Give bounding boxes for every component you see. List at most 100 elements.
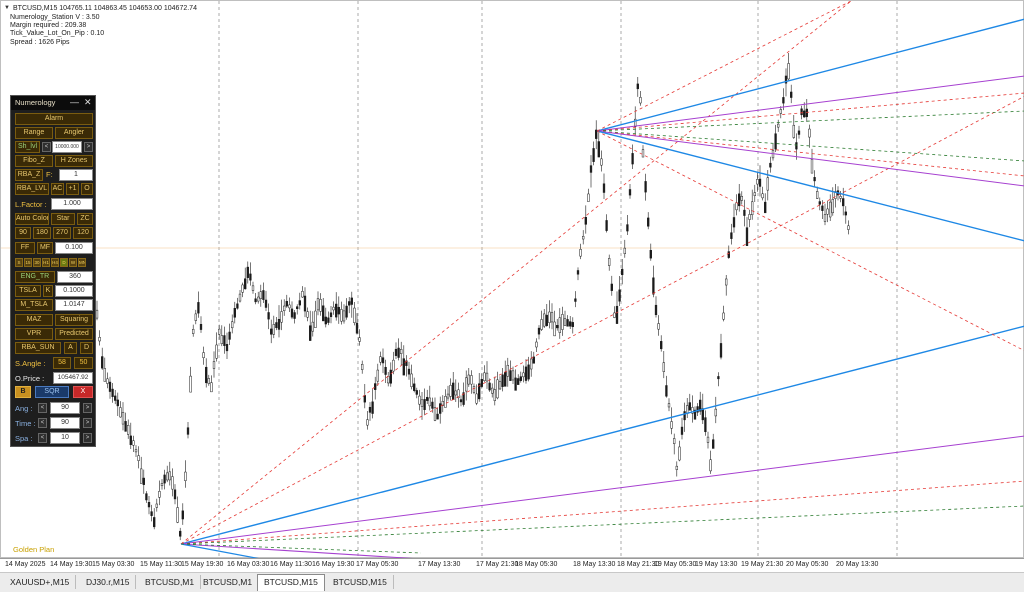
- chart-area[interactable]: ▼ BTCUSD,M15 104765.11 104863.45 104653.…: [0, 0, 1024, 559]
- a-button[interactable]: A: [64, 342, 77, 354]
- tf-s-button[interactable]: S: [15, 258, 23, 267]
- time-axis-label: 17 May 05:30: [356, 561, 399, 568]
- b-button[interactable]: B: [15, 386, 31, 398]
- tab-btcusd-m1[interactable]: BTCUSD,M1: [139, 575, 202, 589]
- sh-level-input[interactable]: 10000.000: [52, 141, 82, 153]
- candle-body: [491, 387, 494, 394]
- symbol-dropdown-icon[interactable]: ▼: [4, 5, 10, 11]
- o-price-input[interactable]: 105467.92: [53, 372, 93, 384]
- m-tsla-button[interactable]: M_TSLA: [15, 299, 53, 311]
- time-axis-label: 19 May 13:30: [695, 561, 738, 568]
- star-button[interactable]: Star: [51, 213, 75, 225]
- sh-lvl-button[interactable]: Sh_lvl: [15, 141, 40, 153]
- tf-d-button[interactable]: D: [60, 258, 68, 267]
- x-button[interactable]: X: [73, 386, 93, 398]
- ang-increase-button[interactable]: >: [83, 403, 92, 413]
- tf-15-button[interactable]: 15: [24, 258, 32, 267]
- auto-color-button[interactable]: Auto Color: [15, 213, 49, 225]
- candle-body: [600, 158, 603, 166]
- alarm-button[interactable]: Alarm: [15, 113, 93, 125]
- gann-line-purple-down: [180, 543, 422, 559]
- candle-body: [704, 417, 707, 433]
- zc-button[interactable]: ZC: [77, 213, 93, 225]
- tf-h4-button[interactable]: H4: [51, 258, 59, 267]
- angle-120-button[interactable]: 120: [73, 227, 93, 239]
- ff-button[interactable]: FF: [15, 242, 35, 254]
- tab-btcusd-m15[interactable]: BTCUSD,M15: [327, 575, 394, 589]
- spa-increase-button[interactable]: >: [83, 433, 92, 443]
- sqr-button[interactable]: SQR: [35, 386, 69, 398]
- candle-body: [267, 312, 270, 320]
- rba-z-button[interactable]: RBA_Z: [15, 169, 43, 181]
- candle-body: [540, 319, 543, 330]
- candle-body: [179, 530, 182, 537]
- rba-lvl-button[interactable]: RBA_LVL: [15, 183, 49, 195]
- l-factor-input[interactable]: 1.000: [51, 198, 93, 210]
- eng-tr-input[interactable]: 360: [57, 271, 93, 283]
- tab-btcusd-m15-active[interactable]: BTCUSD,M15: [257, 574, 325, 591]
- rba-sun-button[interactable]: RBA_SUN: [15, 342, 61, 354]
- mf-button[interactable]: MF: [37, 242, 53, 254]
- candle-body: [272, 324, 275, 335]
- candle-body: [587, 193, 590, 202]
- minimize-button[interactable]: —: [70, 97, 79, 107]
- candle-body: [197, 302, 200, 314]
- spa-input[interactable]: 10: [50, 432, 80, 444]
- time-input[interactable]: 90: [50, 417, 80, 429]
- close-button[interactable]: ✕: [84, 97, 92, 107]
- spa-decrease-button[interactable]: <: [38, 433, 47, 443]
- candle-body: [134, 449, 138, 453]
- ang-input[interactable]: 90: [50, 402, 80, 414]
- fibo-z-button[interactable]: Fibo_Z: [15, 155, 53, 167]
- tf-w-button[interactable]: W: [69, 258, 77, 267]
- numerology-panel[interactable]: Numerology — ✕ Alarm Range Angler Sh_lvl…: [10, 95, 96, 447]
- s-angle-input-2[interactable]: 50: [74, 357, 93, 369]
- angle-90-button[interactable]: 90: [15, 227, 31, 239]
- tf-h1-button[interactable]: H1: [42, 258, 50, 267]
- candle-body: [725, 278, 728, 286]
- tab-dj30-m15[interactable]: DJ30.r,M15: [80, 575, 137, 589]
- s-angle-input-1[interactable]: 58: [53, 357, 71, 369]
- candle-body: [727, 251, 730, 258]
- squaring-button[interactable]: Squaring: [55, 314, 93, 326]
- o-price-label: O.Price :: [15, 374, 45, 383]
- candle-body: [225, 343, 229, 352]
- range-button[interactable]: Range: [15, 127, 53, 139]
- eng-tr-button[interactable]: ENG_TR: [15, 271, 55, 283]
- candle-body: [618, 289, 621, 302]
- maz-button[interactable]: MAZ: [15, 314, 53, 326]
- h-zones-button[interactable]: H Zones: [55, 155, 93, 167]
- candle-body: [241, 284, 244, 293]
- o-button[interactable]: O: [81, 183, 93, 195]
- d-button[interactable]: D: [80, 342, 93, 354]
- tab-btcusd-m1-2[interactable]: BTCUSD,M1: [197, 575, 260, 589]
- ang-decrease-button[interactable]: <: [38, 403, 47, 413]
- tab-xauusd-m15[interactable]: XAUUSD+,M15: [4, 575, 77, 589]
- tsla-input[interactable]: 0.1000: [55, 285, 93, 297]
- vpr-button[interactable]: VPR: [15, 328, 53, 340]
- time-axis-label: 15 May 19:30: [181, 561, 224, 568]
- f-input[interactable]: 1: [59, 169, 93, 181]
- candle-body: [444, 396, 447, 408]
- fan-line-purple-down: [596, 130, 1024, 187]
- ac-button[interactable]: AC: [51, 183, 64, 195]
- sh-decrease-button[interactable]: <: [42, 142, 51, 152]
- time-decrease-button[interactable]: <: [38, 418, 47, 428]
- angle-180-button[interactable]: 180: [33, 227, 51, 239]
- time-increase-button[interactable]: >: [83, 418, 92, 428]
- candle-body: [548, 311, 551, 323]
- k-button[interactable]: K: [43, 285, 53, 297]
- plus1-button[interactable]: +1: [66, 183, 79, 195]
- candle-body: [418, 395, 421, 405]
- angle-270-button[interactable]: 270: [53, 227, 71, 239]
- panel-titlebar[interactable]: Numerology — ✕: [11, 96, 95, 110]
- sh-increase-button[interactable]: >: [84, 142, 93, 152]
- tf-mn-button[interactable]: MN: [78, 258, 86, 267]
- price-chart[interactable]: [1, 1, 1024, 559]
- predicted-button[interactable]: Predicted: [55, 328, 93, 340]
- tsla-button[interactable]: TSLA: [15, 285, 41, 297]
- tf-30-button[interactable]: 30: [33, 258, 41, 267]
- angler-button[interactable]: Angler: [55, 127, 93, 139]
- ff-input[interactable]: 0.100: [55, 242, 93, 254]
- m-tsla-input[interactable]: 1.0147: [55, 299, 93, 311]
